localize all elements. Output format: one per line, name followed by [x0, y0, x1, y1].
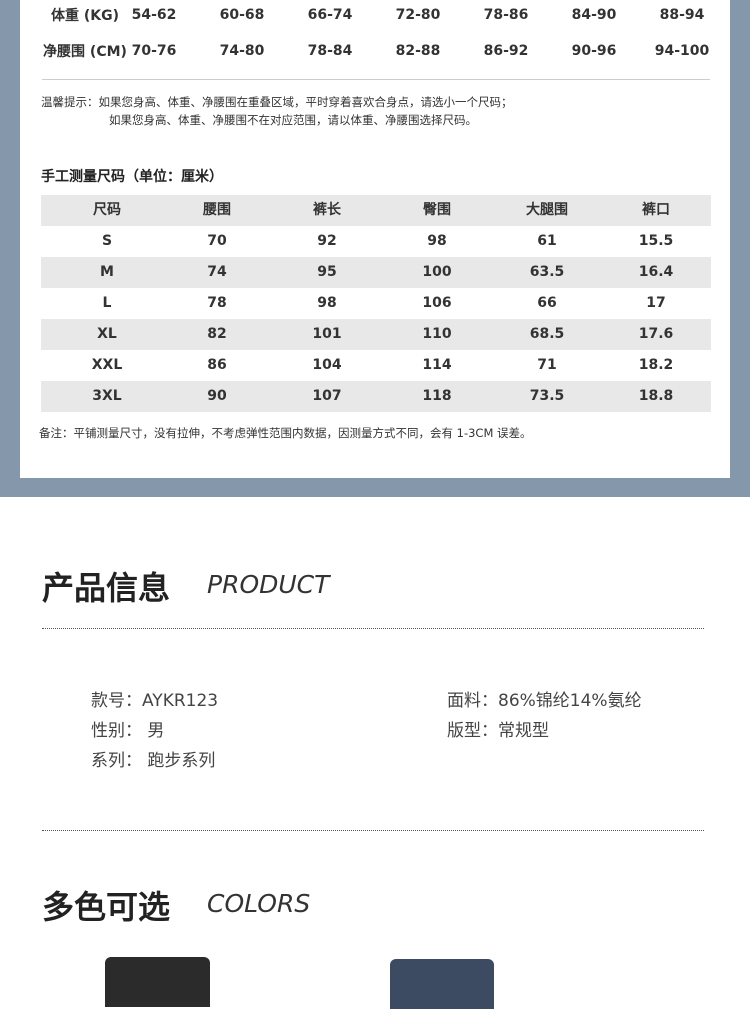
table-cell: 98: [317, 295, 337, 311]
size-value: 72-80: [395, 7, 441, 23]
size-value: 90-96: [571, 43, 617, 59]
table-cell: XXL: [91, 357, 123, 373]
table-cell: 78: [207, 295, 227, 311]
table-cell: 18.2: [638, 357, 674, 373]
table-cell: 104: [312, 357, 342, 373]
measure-table: 尺码 腰围 裤长 臀围 大腿围 裤口 S 70 92 98 61 15.5 M 74 95 100 63.5 1…: [41, 195, 711, 412]
table-cell: 98: [427, 233, 447, 249]
table-cell: 114: [422, 357, 452, 373]
table-cell: 71: [537, 357, 557, 373]
table-cell: 107: [312, 388, 342, 404]
table-cell: 106: [422, 295, 452, 311]
tip-text: 如果您身高、体重、净腰围不在对应范围，请以体重、净腰围选择尺码。: [109, 113, 477, 127]
table-cell: 95: [317, 264, 337, 280]
size-value: 78-84: [307, 43, 353, 59]
product-title-en: PRODUCT: [207, 570, 330, 599]
table-cell: 74: [207, 264, 227, 280]
table-cell: M: [100, 264, 114, 280]
size-value: 54-62: [131, 7, 177, 23]
table-header: 尺码 腰围 裤长 臀围 大腿围 裤口: [41, 195, 711, 226]
table-row: M 74 95 100 63.5 16.4: [41, 257, 711, 288]
size-value: 86-92: [483, 43, 529, 59]
table-row: 3XL 90 107 118 73.5 18.8: [41, 381, 711, 412]
weight-row: 体重 (KG) 54-62 60-68 66-74 72-80 78-86 84-90 88…: [20, 0, 730, 30]
gender-info: 性别： 男: [91, 721, 165, 741]
table-cell: S: [101, 233, 113, 249]
table-cell: 70: [207, 233, 227, 249]
measure-title: 手工测量尺码（单位：厘米）: [41, 169, 223, 185]
table-cell: 16.4: [638, 264, 674, 280]
table-cell: 90: [207, 388, 227, 404]
colors-title: 多色可选: [42, 888, 171, 926]
table-row: XXL 86 104 114 71 18.2: [41, 350, 711, 381]
size-value: 70-76: [131, 43, 177, 59]
fit-info: 版型：常规型: [447, 721, 549, 741]
table-cell: 17: [646, 295, 666, 311]
table-row: XL 82 101 110 68.5 17.6: [41, 319, 711, 350]
table-row: L 78 98 106 66 17: [41, 288, 711, 319]
table-cell: 3XL: [92, 388, 122, 404]
colors-title-en: COLORS: [207, 889, 311, 918]
series-info: 系列： 跑步系列: [91, 751, 216, 771]
table-cell: 腰围: [203, 202, 231, 218]
size-value: 78-86: [483, 7, 529, 23]
table-cell: 73.5: [529, 388, 565, 404]
model-info: 款号：AYKR123: [91, 691, 219, 711]
black-pants-image[interactable]: [105, 957, 210, 1007]
table-cell: 17.6: [638, 326, 674, 342]
size-value: 66-74: [307, 7, 353, 23]
table-cell: 68.5: [529, 326, 565, 342]
size-value: 94-100: [654, 43, 710, 59]
table-cell: 臀围: [423, 202, 451, 218]
size-chart-section: 体重 (KG) 54-62 60-68 66-74 72-80 78-86 84-90 88…: [0, 0, 750, 497]
table-cell: 尺码: [93, 202, 121, 218]
navy-pants-image[interactable]: [390, 959, 494, 1009]
waist-row: 净腰围 (CM) 70-76 74-80 78-84 82-88 86-92 90-96 9…: [20, 36, 730, 66]
table-cell: XL: [97, 326, 117, 342]
size-value: 60-68: [219, 7, 265, 23]
size-value: 82-88: [395, 43, 441, 59]
table-cell: 裤长: [313, 202, 341, 218]
table-cell: 18.8: [638, 388, 674, 404]
size-value: 74-80: [219, 43, 265, 59]
table-cell: 82: [207, 326, 227, 342]
table-cell: 101: [312, 326, 342, 342]
fabric-info: 面料：86%锦纶14%氨纶: [447, 691, 642, 711]
table-cell: 118: [422, 388, 452, 404]
table-cell: 15.5: [638, 233, 674, 249]
table-cell: 110: [422, 326, 452, 342]
divider: [42, 79, 710, 80]
size-value: 88-94: [659, 7, 705, 23]
table-cell: 63.5: [529, 264, 565, 280]
table-cell: L: [102, 295, 112, 311]
size-chart-panel: 体重 (KG) 54-62 60-68 66-74 72-80 78-86 84-90 88…: [20, 0, 730, 478]
table-cell: 86: [207, 357, 227, 373]
table-cell: 66: [537, 295, 557, 311]
divider: [42, 628, 704, 629]
row-label: 净腰围 (CM): [43, 44, 127, 60]
table-cell: 92: [317, 233, 337, 249]
table-cell: 61: [537, 233, 557, 249]
table-cell: 100: [422, 264, 452, 280]
product-title: 产品信息: [42, 569, 171, 607]
divider: [42, 830, 704, 831]
measure-note: 备注：平铺测量尺寸，没有拉伸，不考虑弹性范围内数据，因测量方式不同，会有 1-3…: [39, 426, 532, 440]
size-value: 84-90: [571, 7, 617, 23]
table-cell: 裤口: [642, 202, 670, 218]
table-cell: 大腿围: [526, 202, 568, 218]
table-row: S 70 92 98 61 15.5: [41, 226, 711, 257]
row-label: 体重 (KG): [50, 8, 119, 24]
tip-text: 温馨提示：如果您身高、体重、净腰围在重叠区域，平时穿着喜欢合身点，请选小一个尺码…: [41, 95, 513, 109]
